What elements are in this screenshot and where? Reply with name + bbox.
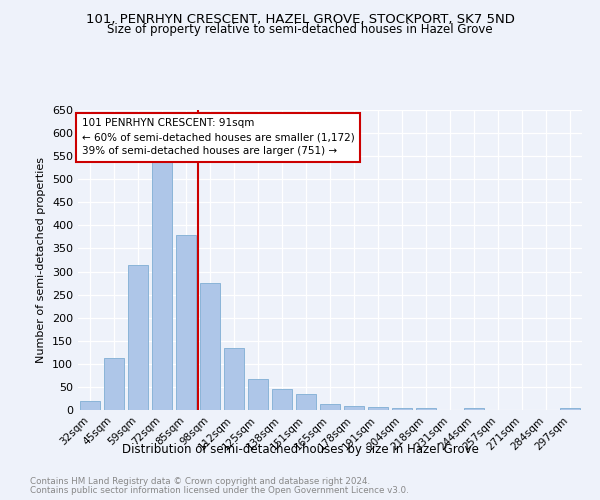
Bar bbox=[152, 158, 172, 410]
Text: Contains public sector information licensed under the Open Government Licence v3: Contains public sector information licen… bbox=[30, 486, 409, 495]
Text: Contains HM Land Registry data © Crown copyright and database right 2024.: Contains HM Land Registry data © Crown c… bbox=[30, 478, 370, 486]
Text: Distribution of semi-detached houses by size in Hazel Grove: Distribution of semi-detached houses by … bbox=[122, 442, 478, 456]
Bar bbox=[296, 394, 316, 410]
Bar bbox=[248, 378, 268, 410]
Text: Size of property relative to semi-detached houses in Hazel Grove: Size of property relative to semi-detach… bbox=[107, 22, 493, 36]
Y-axis label: Number of semi-detached properties: Number of semi-detached properties bbox=[37, 157, 46, 363]
Bar bbox=[320, 404, 340, 410]
Bar bbox=[392, 408, 412, 410]
Bar bbox=[464, 408, 484, 410]
Bar bbox=[176, 234, 196, 410]
Bar bbox=[224, 348, 244, 410]
Bar bbox=[128, 264, 148, 410]
Text: 101 PENRHYN CRESCENT: 91sqm
← 60% of semi-detached houses are smaller (1,172)
39: 101 PENRHYN CRESCENT: 91sqm ← 60% of sem… bbox=[82, 118, 355, 156]
Bar bbox=[200, 283, 220, 410]
Bar bbox=[344, 406, 364, 410]
Bar bbox=[368, 407, 388, 410]
Text: 101, PENRHYN CRESCENT, HAZEL GROVE, STOCKPORT, SK7 5ND: 101, PENRHYN CRESCENT, HAZEL GROVE, STOC… bbox=[86, 12, 514, 26]
Bar bbox=[416, 408, 436, 410]
Bar bbox=[80, 401, 100, 410]
Bar bbox=[104, 358, 124, 410]
Bar bbox=[272, 389, 292, 410]
Bar bbox=[560, 408, 580, 410]
